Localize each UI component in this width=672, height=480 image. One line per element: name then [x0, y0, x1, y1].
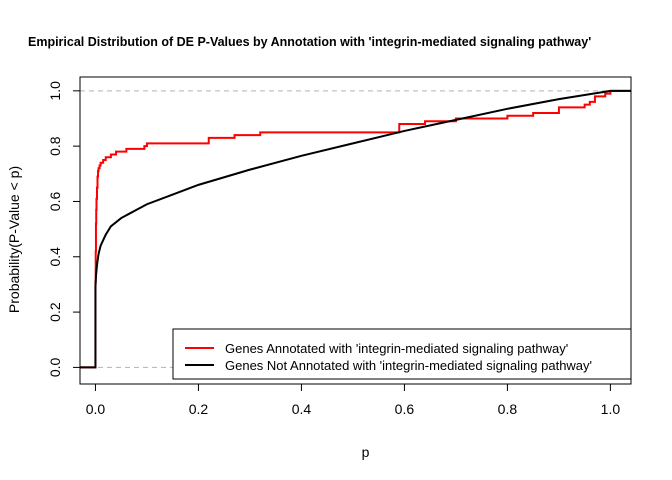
legend-label-1: Genes Annotated with 'integrin-mediated … — [225, 341, 568, 356]
y-tick-label: 0.8 — [47, 136, 63, 156]
x-tick-label: 0.4 — [292, 401, 312, 417]
y-tick-label: 1.0 — [47, 81, 63, 101]
y-tick-label: 0.6 — [47, 192, 63, 212]
series-line-1 — [80, 89, 631, 369]
legend-label-2: Genes Not Annotated with 'integrin-media… — [225, 358, 592, 373]
x-tick-label: 0.0 — [86, 401, 106, 417]
x-axis-label: p — [362, 444, 370, 460]
y-tick-label: 0.4 — [47, 247, 63, 267]
legend-box — [172, 328, 632, 380]
legend: Genes Annotated with 'integrin-mediated … — [172, 328, 632, 380]
y-axis: 0.0 0.2 0.4 0.6 0.8 1.0 — [47, 81, 81, 377]
y-axis-label: Probability(P-Value < p) — [6, 166, 22, 313]
x-tick-label: 0.8 — [498, 401, 518, 417]
y-tick-label: 0.0 — [47, 357, 63, 377]
x-tick-label: 0.2 — [189, 401, 209, 417]
y-tick-label: 0.2 — [47, 302, 63, 322]
chart-title: Empirical Distribution of DE P-Values by… — [28, 35, 591, 49]
x-tick-label: 0.6 — [395, 401, 415, 417]
x-tick-label: 1.0 — [601, 401, 621, 417]
series-layer — [80, 89, 631, 369]
series-line-2 — [80, 89, 631, 369]
x-axis: 0.0 0.2 0.4 0.6 0.8 1.0 — [86, 383, 621, 417]
